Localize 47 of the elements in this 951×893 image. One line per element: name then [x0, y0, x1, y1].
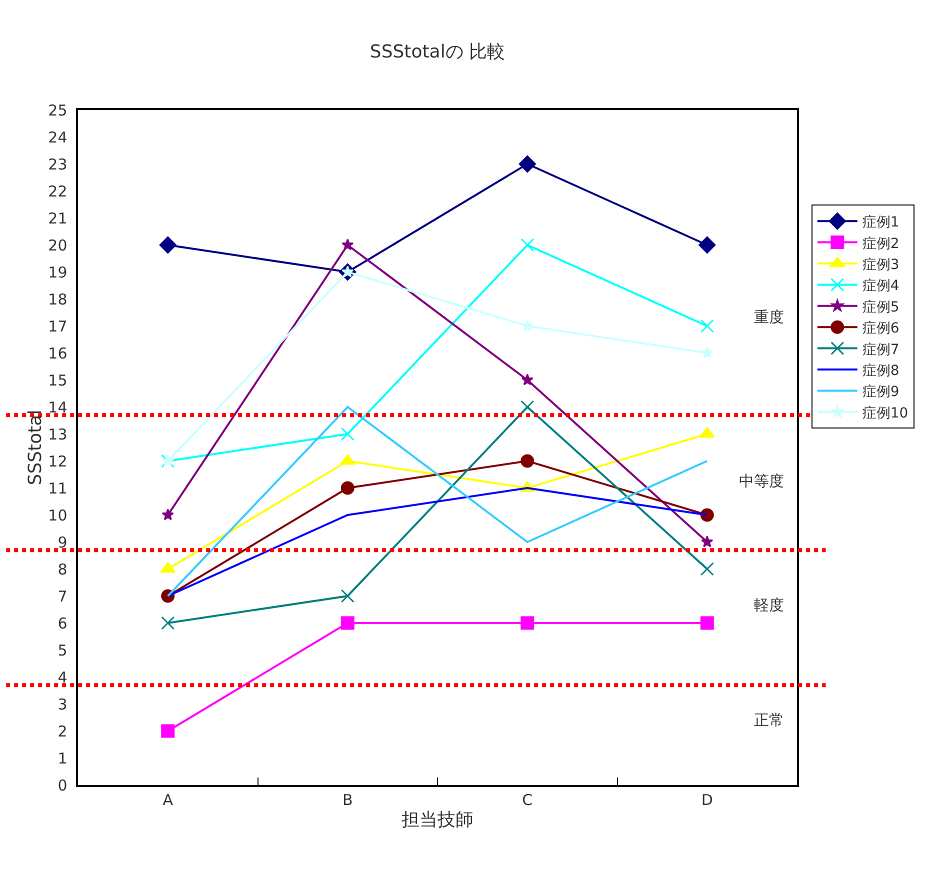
- legend-label: 症例1: [862, 214, 900, 231]
- legend-label: 症例5: [862, 299, 900, 316]
- y-tick-label: 18: [48, 290, 68, 308]
- annotation: 重度: [754, 308, 784, 326]
- legend-label: 症例2: [862, 236, 900, 252]
- y-tick-label: 1: [58, 749, 68, 768]
- chart-title: SSStotalの 比較: [370, 41, 506, 62]
- y-tick-label: 4: [58, 668, 68, 686]
- y-tick-label: 11: [48, 479, 68, 498]
- annotation: 中等度: [739, 472, 784, 490]
- y-tick-label: 17: [48, 317, 68, 336]
- y-tick-label: 16: [48, 344, 68, 362]
- y-tick-label: 20: [48, 236, 68, 254]
- legend-label: 症例6: [862, 320, 900, 337]
- x-tick-label: B: [342, 790, 353, 809]
- legend-label: 症例8: [862, 362, 900, 379]
- x-tick-label: D: [701, 790, 713, 809]
- y-tick-label: 24: [48, 128, 68, 146]
- y-tick-label: 7: [58, 587, 68, 606]
- y-tick-label: 15: [48, 371, 68, 390]
- y-tick-label: 12: [48, 452, 68, 470]
- x-axis-title: 担当技師: [402, 809, 474, 830]
- y-tick-label: 10: [48, 506, 68, 524]
- y-tick-label: 9: [58, 533, 68, 552]
- y-tick-label: 19: [48, 263, 68, 282]
- x-tick-label: A: [162, 790, 174, 809]
- x-tick-label: C: [522, 790, 533, 809]
- legend-label: 症例7: [862, 342, 900, 358]
- y-tick-label: 8: [58, 560, 68, 578]
- y-tick-label: 13: [48, 425, 68, 444]
- y-tick-label: 14: [48, 398, 68, 416]
- y-tick-label: 23: [48, 155, 68, 174]
- annotation: 正常: [754, 711, 784, 729]
- y-axis-title: SSStotal: [24, 410, 46, 486]
- legend-label: 症例10: [862, 405, 908, 422]
- y-tick-label: 5: [58, 641, 68, 660]
- y-tick-label: 22: [48, 182, 68, 200]
- y-tick-label: 0: [58, 776, 68, 794]
- y-tick-label: 21: [48, 209, 68, 228]
- annotation: 軽度: [754, 596, 784, 614]
- legend-label: 症例3: [862, 256, 900, 273]
- legend-label: 症例4: [862, 278, 900, 294]
- legend-label: 症例9: [862, 384, 900, 400]
- y-tick-label: 3: [58, 695, 68, 714]
- y-tick-label: 2: [58, 722, 68, 740]
- y-tick-label: 6: [58, 614, 68, 632]
- y-tick-label: 25: [48, 101, 68, 120]
